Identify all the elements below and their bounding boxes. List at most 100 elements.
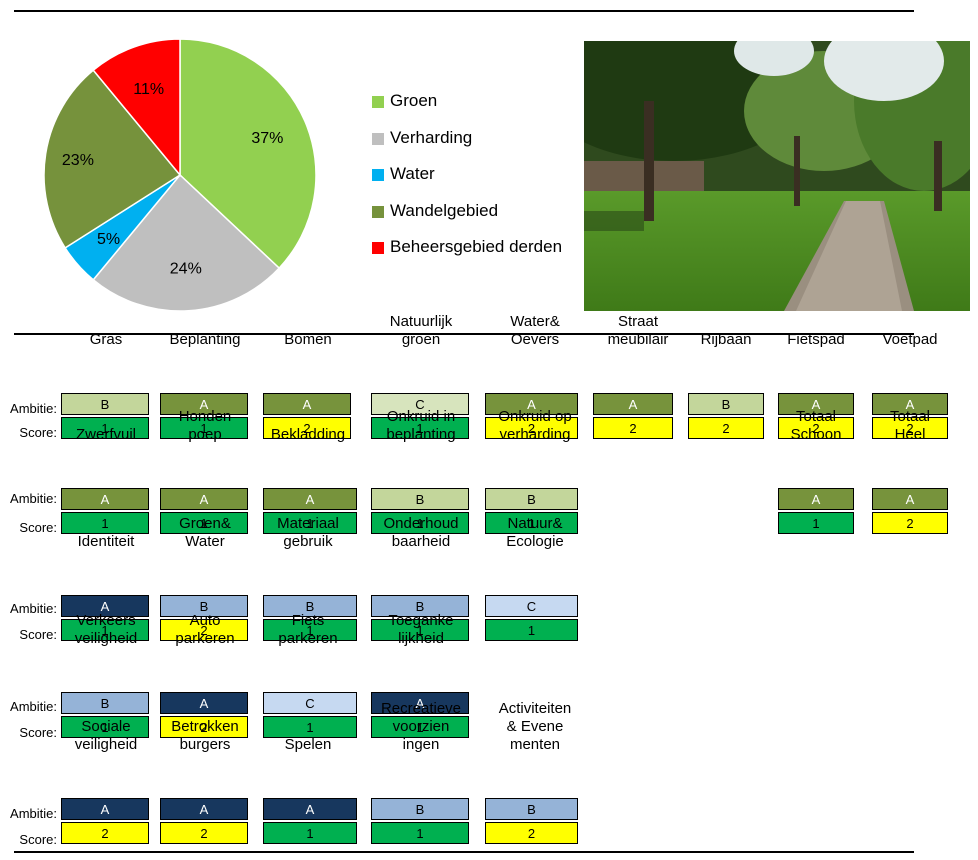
pie-data-label: 23%: [62, 152, 94, 169]
score-value: 1: [263, 512, 357, 534]
ambitie-value: A: [160, 798, 248, 820]
pie-data-label: 11%: [133, 81, 164, 98]
indicator-title: Bomen: [284, 331, 332, 348]
pie-data-label: 5%: [97, 231, 120, 248]
indicator-title: Recreatieve voorzien ingen: [380, 700, 462, 753]
score-value: 1: [371, 716, 469, 738]
park-photo: [584, 41, 970, 311]
ambitie-value: A: [61, 798, 149, 820]
ambitie-value: A: [872, 393, 948, 415]
ambitie-value: B: [485, 798, 578, 820]
legend-swatch: [372, 169, 384, 181]
indicator-title: Rijbaan: [700, 331, 752, 348]
indicator-title: Auto parkeren: [175, 612, 235, 647]
score-value: 1: [371, 822, 469, 844]
legend-swatch: [372, 132, 384, 145]
legend-label: Verharding: [390, 127, 473, 147]
pie-data-label: 24%: [170, 260, 202, 277]
ambitie-value: C: [485, 595, 578, 617]
label-ambitie: Ambitie:: [10, 601, 57, 616]
score-value: 1: [485, 512, 578, 534]
legend-label: Wandelgebied: [390, 200, 499, 220]
indicator-title: Natuur& Ecologie: [506, 515, 564, 550]
label-ambitie: Ambitie:: [10, 806, 57, 821]
indicator-title: Sociale veiligheid: [74, 718, 138, 753]
score-value: 1: [160, 417, 248, 439]
pie-slice-verharding: [92, 173, 281, 312]
ambitie-value: B: [61, 692, 149, 714]
score-value: 1: [778, 512, 854, 534]
legend-swatch: [372, 96, 384, 108]
legend-swatch: [372, 205, 384, 218]
label-score: Score:: [19, 627, 57, 642]
score-value: 1: [61, 512, 149, 534]
indicator-title: Voetpad: [882, 331, 938, 348]
indicator-title: Materiaal gebruik: [277, 515, 339, 550]
legend-label: Groen: [390, 91, 438, 110]
label-score: Score:: [19, 832, 57, 847]
ambitie-value: B: [688, 393, 764, 415]
score-value: 2: [485, 822, 578, 844]
ambitie-value: B: [371, 798, 469, 820]
score-value: 1: [371, 417, 469, 439]
legend-swatch: [372, 242, 384, 254]
indicator-title: Gras: [89, 331, 123, 348]
score-value: 1: [485, 619, 578, 641]
score-value: 1: [61, 619, 149, 641]
ambitie-value: A: [160, 692, 248, 714]
ambitie-value: B: [160, 595, 248, 617]
ambitie-value: A: [61, 595, 149, 617]
park-photo-icon: [584, 41, 970, 311]
indicator-title: Spelen: [284, 736, 332, 753]
score-value: 1: [371, 512, 469, 534]
indicator-title: Betrokken burgers: [171, 718, 239, 753]
score-value: 2: [872, 417, 948, 439]
pie-chart: 37% 24% 5% 23% 11%: [43, 38, 317, 312]
label-score: Score:: [19, 725, 57, 740]
indicator-title: Beplanting: [169, 331, 241, 348]
indicator-title: Onkruid in beplanting: [386, 408, 456, 443]
ambitie-value: B: [61, 393, 149, 415]
pie-slice-groen: [179, 38, 317, 270]
score-value: 2: [485, 417, 578, 439]
ambitie-value: A: [778, 393, 854, 415]
score-value: 1: [61, 417, 149, 439]
ambitie-value: B: [371, 488, 469, 510]
ambitie-value: A: [778, 488, 854, 510]
ambitie-value: C: [263, 692, 357, 714]
indicator-title: Verkeers veiligheid: [74, 612, 138, 647]
pie-data-label: 37%: [251, 130, 283, 147]
indicator-title: Onderhoud baarheid: [383, 515, 459, 550]
score-value: 2: [160, 716, 248, 738]
ambitie-value: B: [263, 595, 357, 617]
score-value: 1: [371, 619, 469, 641]
label-ambitie: Ambitie:: [10, 401, 57, 416]
score-value: 2: [872, 512, 948, 534]
ambitie-value: A: [485, 393, 578, 415]
indicator-title: Honden poep: [178, 408, 232, 443]
ambitie-value: B: [485, 488, 578, 510]
ambitie-value: A: [593, 393, 673, 415]
score-value: 2: [778, 417, 854, 439]
score-value: 2: [160, 619, 248, 641]
score-value: 1: [160, 512, 248, 534]
score-value: 1: [61, 716, 149, 738]
ambitie-value: A: [263, 393, 351, 415]
label-ambitie: Ambitie:: [10, 699, 57, 714]
score-value: 1: [263, 822, 357, 844]
ambitie-value: A: [160, 393, 248, 415]
ambitie-value: A: [160, 488, 248, 510]
indicator-title: Groen& Water: [179, 515, 231, 550]
indicator-title: Identiteit: [77, 533, 135, 550]
indicator-title: Zwerfvuil: [75, 426, 136, 443]
top-divider: [14, 10, 914, 12]
ambitie-value: A: [872, 488, 948, 510]
ambitie-value: C: [371, 393, 469, 415]
indicator-title: Onkruid op verharding: [498, 408, 572, 443]
indicator-title: Activiteiten & Evene menten: [498, 700, 572, 753]
pie-slice-wandelgebied: [43, 69, 182, 249]
indicator-title: Water& Oevers: [510, 313, 560, 348]
ambitie-value: A: [371, 692, 469, 714]
ambitie-value: A: [61, 488, 149, 510]
score-value: 2: [688, 417, 764, 439]
